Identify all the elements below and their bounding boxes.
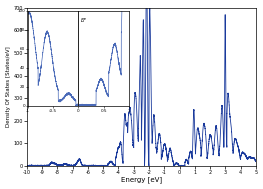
Y-axis label: Density Of States [States/eV]: Density Of States [States/eV] xyxy=(6,46,11,127)
X-axis label: Energy [eV]: Energy [eV] xyxy=(121,177,162,184)
